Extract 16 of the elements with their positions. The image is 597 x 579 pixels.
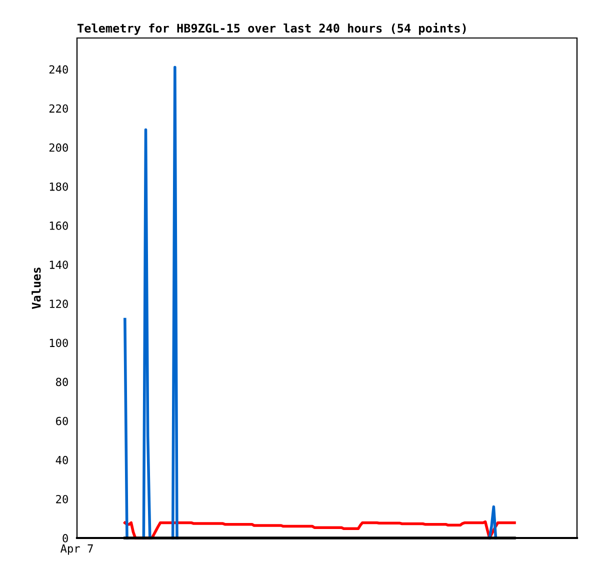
y-axis-title: Values [32, 268, 41, 309]
y-tick-label: 80 [56, 378, 68, 386]
y-tick-label: 200 [49, 143, 68, 152]
y-tick-label: 100 [50, 338, 68, 348]
y-tick-label: 40 [56, 456, 68, 464]
y-tick-label: 160 [50, 222, 68, 230]
y-tick-label: 240 [49, 65, 68, 74]
y-tick-label: 60 [56, 416, 68, 426]
y-tick-label: 140 [50, 260, 68, 269]
chart-title: Telemetry for HB9ZGL-15 over last 240 hours (54 points) [78, 22, 466, 35]
y-tick-label: 0 [62, 534, 68, 542]
y-tick-label: 120 [50, 300, 68, 308]
text: Apr 7 [60, 544, 93, 555]
y-tick-label: 220 [49, 104, 68, 113]
y-tick-label: 180 [50, 182, 68, 191]
y-tick-label: 20 [56, 494, 68, 504]
